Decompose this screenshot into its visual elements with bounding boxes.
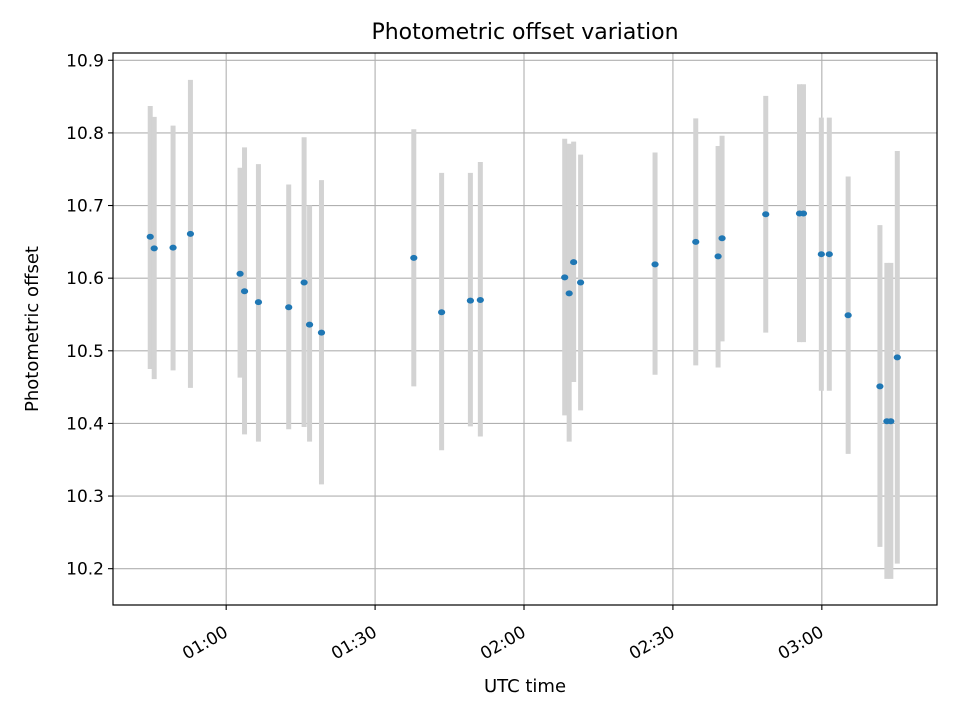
data-point: [718, 235, 726, 242]
y-tick-label: 10.7: [66, 197, 104, 217]
data-point: [186, 230, 195, 237]
data-point: [651, 261, 659, 268]
chart-title: Photometric offset variation: [371, 20, 678, 45]
data-point: [825, 251, 833, 258]
data-point: [466, 297, 474, 304]
data-point: [169, 244, 177, 251]
data-point: [576, 279, 585, 286]
data-point: [300, 279, 308, 286]
data-point: [876, 383, 884, 390]
data-point: [317, 329, 326, 336]
x-axis-label: UTC time: [484, 676, 566, 697]
data-point: [150, 245, 158, 252]
data-point: [146, 233, 154, 240]
data-point: [305, 321, 314, 328]
data-point: [240, 288, 249, 295]
y-axis-label: Photometric offset: [22, 246, 43, 412]
data-point: [410, 254, 418, 261]
data-point: [254, 299, 263, 306]
y-tick-label: 10.9: [66, 51, 104, 71]
data-point: [561, 274, 569, 281]
data-point: [565, 290, 573, 297]
data-point: [570, 259, 578, 266]
y-tick-label: 10.2: [66, 560, 104, 580]
data-point: [887, 418, 895, 425]
data-point: [285, 304, 293, 311]
data-point: [893, 354, 901, 361]
data-point: [236, 270, 244, 277]
y-tick-label: 10.8: [66, 124, 104, 144]
data-point: [817, 251, 825, 258]
data-point: [844, 312, 852, 319]
y-tick-label: 10.5: [66, 342, 104, 362]
plot-frame: [112, 52, 938, 606]
data-point: [476, 296, 484, 303]
data-point: [714, 253, 722, 260]
y-tick-label: 10.4: [66, 414, 104, 434]
point-layer: [146, 210, 901, 425]
y-tick-label: 10.3: [66, 487, 104, 507]
data-point: [438, 309, 446, 316]
data-point: [762, 211, 770, 218]
y-tick-label: 10.6: [66, 269, 104, 289]
data-point: [692, 238, 700, 245]
data-point: [799, 210, 808, 217]
